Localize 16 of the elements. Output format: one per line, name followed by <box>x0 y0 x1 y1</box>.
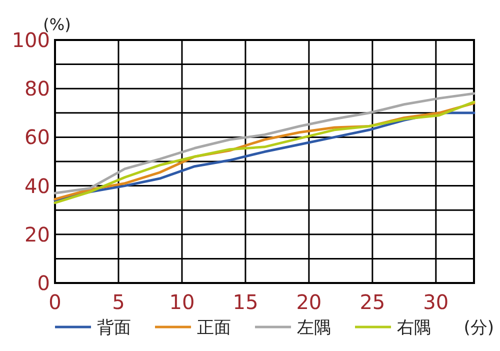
x-axis-title: (分) <box>464 318 494 338</box>
x-tick-label: 5 <box>112 290 125 314</box>
y-tick-label: 40 <box>24 174 50 198</box>
x-tick-label: 10 <box>169 290 195 314</box>
y-tick-label: 20 <box>24 222 50 246</box>
y-tick-label: 80 <box>24 76 50 101</box>
x-tick-label: 20 <box>296 290 322 314</box>
legend-label: 右隅 <box>397 318 431 338</box>
legend-label: 左隅 <box>297 318 331 338</box>
x-tick-label: 25 <box>360 290 386 314</box>
y-tick-label: 60 <box>24 125 50 150</box>
y-tick-label: 0 <box>37 271 50 295</box>
x-tick-label: 15 <box>232 290 258 314</box>
legend-label: 正面 <box>197 318 231 338</box>
x-tick-label: 30 <box>423 290 449 314</box>
legend-label: 背面 <box>97 318 131 338</box>
